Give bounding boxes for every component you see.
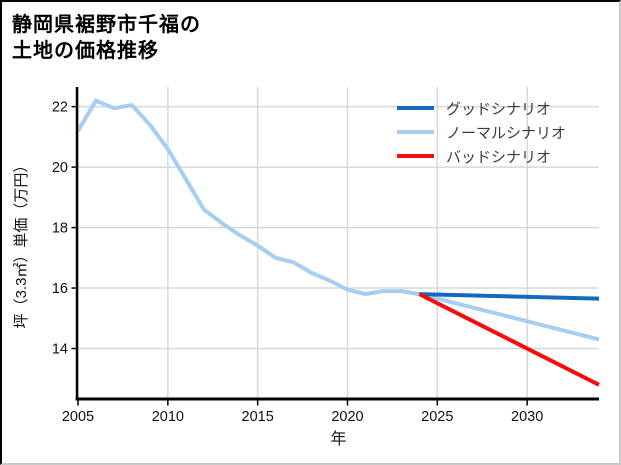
series-normal-line — [76, 98, 600, 342]
bad-scenario-line-icon — [397, 154, 434, 158]
x-tick-label: 2020 — [331, 409, 363, 425]
legend-item-good: グッドシナリオ — [397, 96, 566, 120]
y-tick-label: 22 — [52, 100, 68, 116]
legend-label-normal: ノーマルシナリオ — [446, 124, 567, 142]
y-tick-label: 20 — [52, 160, 68, 176]
chart-title-line2: 土地の価格推移 — [12, 40, 159, 62]
y-axis-label: 坪（3.3㎡）単価（万円） — [13, 157, 30, 329]
x-tick-label: 2005 — [62, 409, 94, 425]
series-bad-line — [418, 292, 600, 387]
chart-title: 静岡県裾野市千福の 土地の価格推移 — [12, 12, 201, 64]
x-tick-label: 2025 — [421, 409, 453, 425]
y-tick-label: 16 — [52, 281, 68, 297]
chart-title-line1: 静岡県裾野市千福の — [12, 14, 201, 36]
series-good-line — [419, 292, 600, 301]
normal-scenario-line-icon — [397, 130, 434, 134]
y-tick-label: 14 — [52, 342, 68, 358]
x-tick-label: 2015 — [242, 409, 274, 425]
legend-label-good: グッドシナリオ — [446, 100, 552, 118]
good-scenario-line-icon — [397, 106, 434, 110]
legend-item-bad: バッドシナリオ — [397, 144, 566, 168]
y-tick-label: 18 — [52, 221, 68, 237]
x-tick-label: 2010 — [152, 409, 184, 425]
legend: グッドシナリオ ノーマルシナリオ バッドシナリオ — [397, 96, 566, 168]
x-axis-label: 年 — [330, 431, 347, 448]
legend-item-normal: ノーマルシナリオ — [397, 120, 566, 144]
x-tick-label: 2030 — [511, 409, 543, 425]
legend-label-bad: バッドシナリオ — [446, 148, 552, 166]
